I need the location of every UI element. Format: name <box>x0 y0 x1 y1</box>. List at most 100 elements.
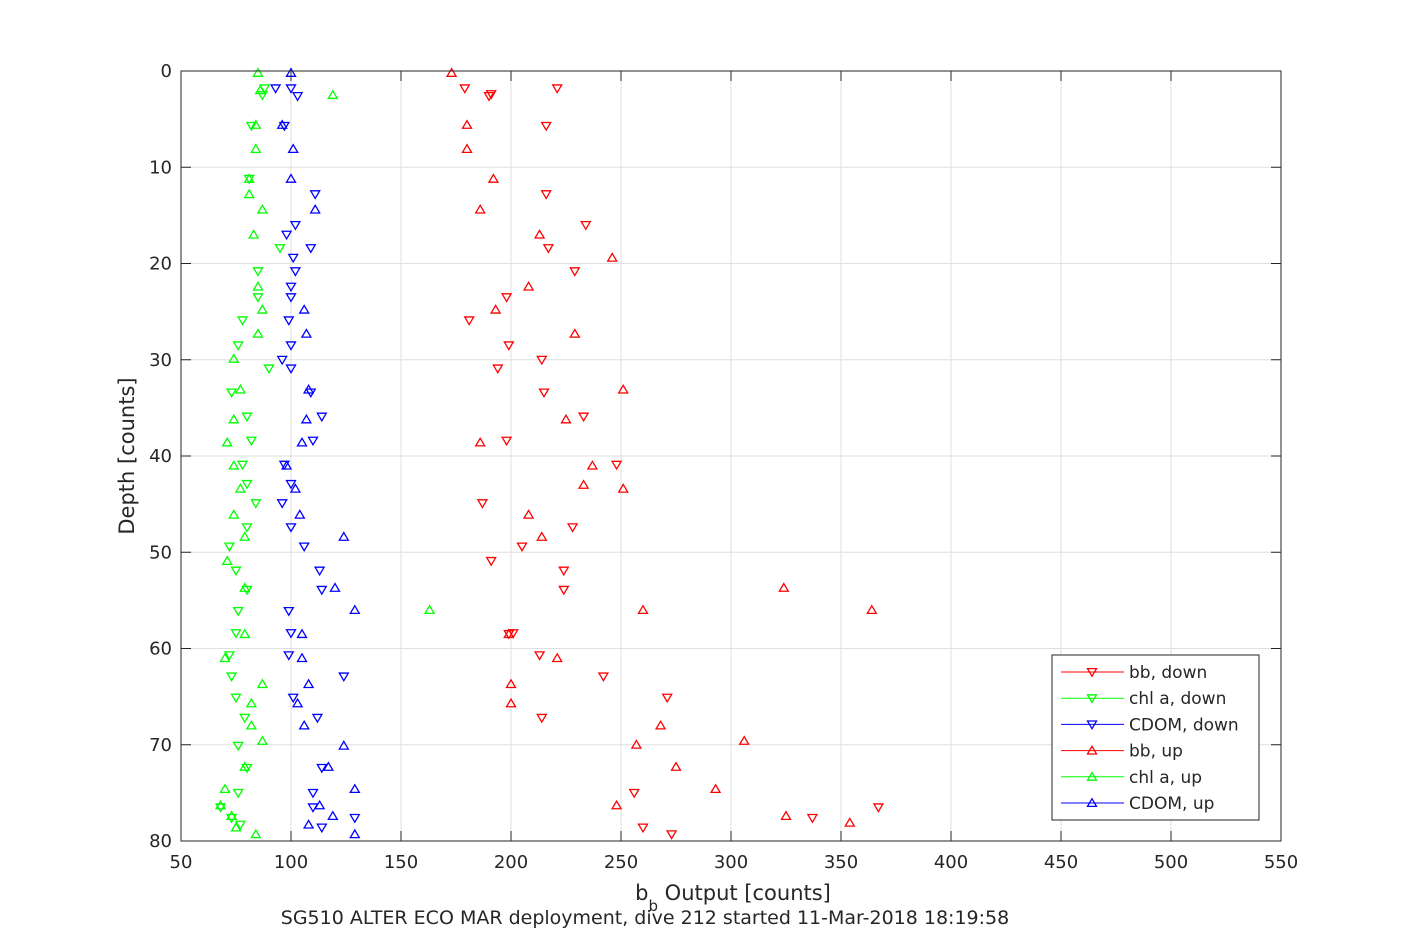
data-markers <box>214 67 885 840</box>
data-point <box>586 460 599 470</box>
data-point <box>289 267 302 277</box>
data-point <box>239 582 251 592</box>
x-tick-label: 250 <box>604 852 638 873</box>
data-point <box>463 316 475 326</box>
data-point <box>228 460 240 470</box>
data-point <box>316 412 328 423</box>
data-point <box>536 355 548 366</box>
data-point <box>278 460 291 471</box>
data-point <box>505 678 517 689</box>
x-tick-label: 100 <box>274 852 308 873</box>
data-point <box>461 119 473 129</box>
data-point <box>670 761 682 771</box>
data-point <box>542 244 555 254</box>
x-tick-label: 400 <box>934 852 968 873</box>
data-point <box>296 652 308 663</box>
data-point <box>225 388 238 399</box>
legend-item: CDOM, down <box>1061 715 1239 735</box>
data-point <box>236 316 249 326</box>
data-point <box>252 67 264 77</box>
data-point <box>522 509 535 519</box>
data-point <box>569 267 581 277</box>
data-point <box>487 173 500 183</box>
data-point <box>459 84 471 94</box>
data-point <box>289 483 302 493</box>
data-point <box>309 190 321 200</box>
data-point <box>476 499 489 509</box>
series-chl-a-down <box>214 84 286 831</box>
data-point <box>327 89 339 100</box>
data-point <box>252 267 264 277</box>
legend-label: bb, down <box>1129 663 1207 683</box>
legend-label: CDOM, down <box>1129 715 1239 735</box>
legend-label: chl a, down <box>1129 689 1226 709</box>
data-point <box>307 788 319 799</box>
x-tick-label: 350 <box>824 852 858 873</box>
data-point <box>285 341 297 351</box>
data-point <box>349 783 361 794</box>
data-point <box>637 823 649 834</box>
x-tick-label: 300 <box>714 852 748 873</box>
data-point <box>338 672 350 682</box>
data-point <box>423 604 436 615</box>
data-point <box>250 143 262 153</box>
data-point <box>234 384 247 394</box>
data-point <box>445 67 458 77</box>
legend-item: CDOM, up <box>1061 794 1214 814</box>
legend-box <box>1051 654 1260 821</box>
data-point <box>241 412 253 423</box>
axis-ticks: 50 100 150 200 250 300 350 400 450 500 550 0 10 20 30 4… <box>149 61 1298 873</box>
data-point <box>302 819 315 829</box>
data-point <box>533 651 546 661</box>
data-point <box>250 119 262 129</box>
data-point <box>500 436 513 447</box>
data-point <box>536 531 548 541</box>
data-point <box>566 523 579 533</box>
data-point <box>617 483 629 493</box>
data-point <box>610 460 623 471</box>
data-point <box>296 436 308 447</box>
data-point <box>313 566 326 577</box>
data-point <box>283 606 295 617</box>
data-point <box>230 693 242 704</box>
data-point <box>285 479 297 490</box>
legend-marker <box>1086 745 1098 755</box>
data-point <box>252 293 264 303</box>
series-cdom-down <box>269 84 361 834</box>
data-point <box>263 364 275 374</box>
data-point <box>223 542 236 553</box>
x-tick-label: 200 <box>494 852 528 873</box>
legend-marker <box>1086 720 1098 730</box>
data-point <box>287 693 299 704</box>
y-tick-label: 20 <box>149 254 172 275</box>
data-point <box>597 672 610 682</box>
data-point <box>247 229 260 239</box>
data-point <box>560 413 572 424</box>
data-point <box>228 413 240 424</box>
x-tick-label: 150 <box>384 852 418 873</box>
data-point <box>214 799 227 810</box>
data-point <box>228 509 240 519</box>
data-point <box>349 604 361 615</box>
data-point <box>738 735 750 745</box>
data-point <box>280 230 293 241</box>
data-point <box>516 542 528 553</box>
legend-label: chl a, up <box>1129 768 1202 788</box>
data-point <box>492 364 504 374</box>
data-point <box>250 828 262 839</box>
data-point <box>522 281 535 291</box>
data-point <box>225 810 238 820</box>
data-point <box>307 436 319 447</box>
data-point <box>287 143 299 153</box>
data-point <box>276 355 288 366</box>
data-point <box>628 788 640 799</box>
data-point <box>558 566 570 577</box>
data-point <box>285 282 297 293</box>
series-cdom-up <box>276 67 361 839</box>
data-point <box>309 204 321 214</box>
data-point <box>311 713 324 724</box>
data-point <box>283 316 295 326</box>
data-point <box>232 741 244 752</box>
x-axis-label: bb Output [counts] <box>635 881 831 915</box>
data-point <box>256 678 269 689</box>
